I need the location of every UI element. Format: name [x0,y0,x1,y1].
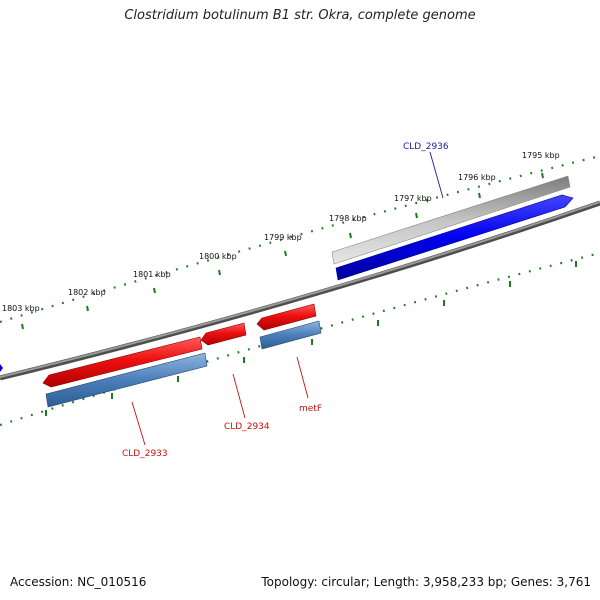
cld-2934-label[interactable]: CLD_2934 [224,422,270,432]
cld-2936-label[interactable]: CLD_2936 [403,142,449,152]
scale-labels: 1795 kbp 1796 kbp 1797 kbp 1798 kbp 1799… [2,151,560,313]
cld-2936-shadow-feature [331,175,571,265]
scale-label: 1795 kbp [522,151,560,160]
outer-scale-track [0,154,600,324]
gene-cld-2936[interactable] [331,175,574,281]
scale-label: 1802 kbp [68,288,106,297]
outer-major-ticks [21,172,544,330]
cld-2933-leader [131,401,146,446]
partial-reverse-feature[interactable] [0,364,3,372]
gene-cld-2934[interactable] [200,322,247,346]
cld-2933-feature [42,336,203,388]
scale-label: 1796 kbp [458,173,496,182]
cld-2936-feature [335,194,574,281]
cld-2934-leader [232,373,246,419]
scale-label: 1798 kbp [329,214,367,223]
genome-backbone-highlight [0,201,600,378]
metf-shadow-feature [259,320,322,350]
scale-label: 1801 kbp [133,270,171,279]
scale-label: 1803 kbp [2,304,40,313]
accession-text: Accession: NC_010516 [10,575,147,589]
gene-cld-2933[interactable] [42,336,208,408]
metf-label[interactable]: metF [299,404,322,414]
metf-leader [296,356,309,399]
map-title: Clostridium botulinum B1 str. Okra, comp… [124,8,476,23]
metf-feature [256,303,317,331]
scale-label: 1800 kbp [199,252,237,261]
cld-2934-feature [200,322,247,346]
scale-label: 1797 kbp [394,194,432,203]
topology-text: Topology: circular; Length: 3,958,233 bp… [261,575,591,589]
cld-2936-leader [429,151,444,199]
scale-label: 1799 kbp [264,233,302,242]
cld-2933-shadow-feature [45,352,208,408]
inner-major-ticks [45,261,577,416]
gene-metf[interactable] [256,303,322,350]
cld-2933-label[interactable]: CLD_2933 [122,449,168,459]
